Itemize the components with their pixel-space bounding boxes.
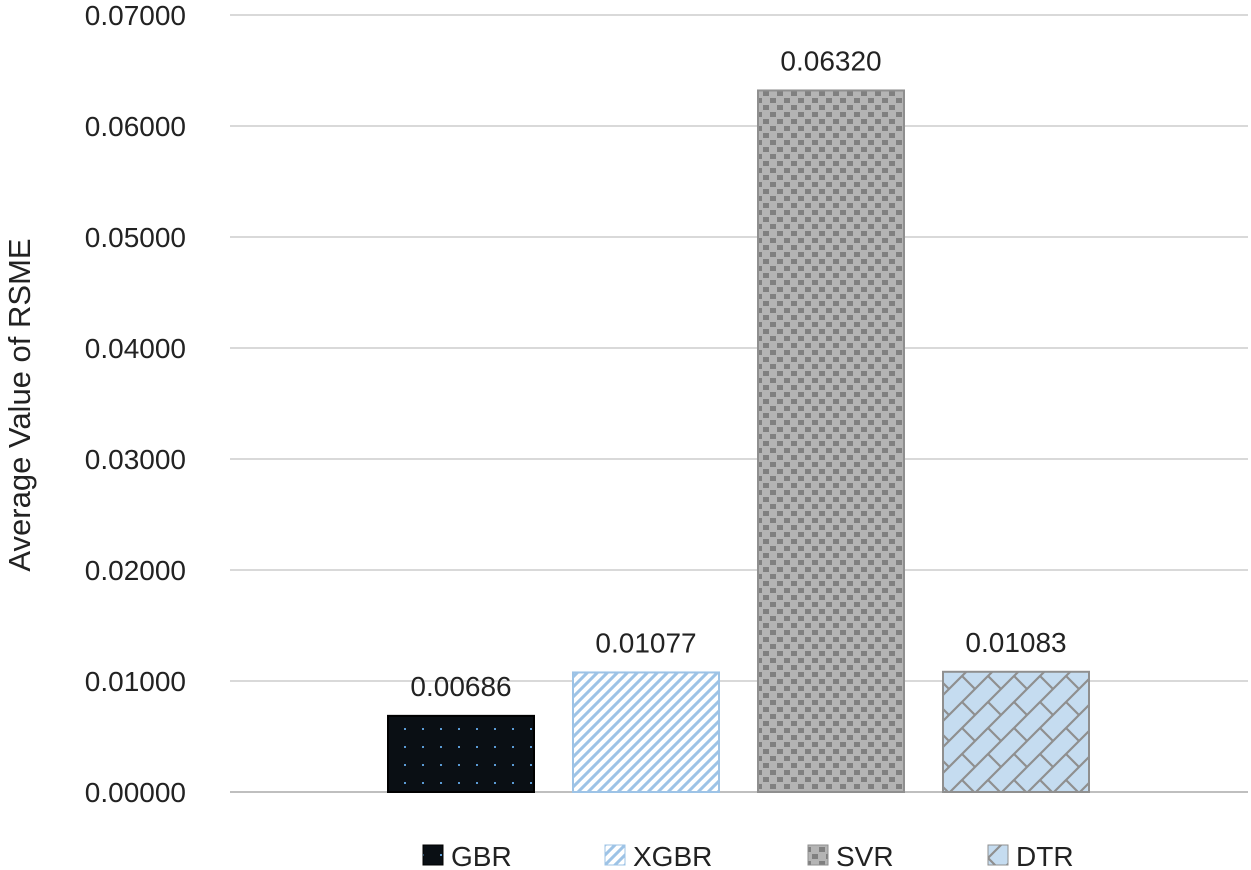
y-tick-label: 0.06000	[85, 111, 186, 142]
legend-label-gbr: GBR	[451, 841, 512, 870]
legend-swatch-svr	[807, 844, 829, 866]
y-axis-ticks: 0.00000 0.01000 0.02000 0.03000 0.04000 0.050…	[85, 0, 186, 808]
data-label-xgbr: 0.01077	[595, 627, 696, 658]
data-label-svr: 0.06320	[780, 45, 881, 76]
data-labels: 0.00686 0.01077 0.06320 0.01083	[410, 45, 1066, 701]
y-tick-label: 0.07000	[85, 0, 186, 31]
bar-svr	[757, 89, 905, 794]
legend-label-xgbr: XGBR	[633, 841, 712, 870]
y-tick-label: 0.03000	[85, 444, 186, 475]
legend-swatch-dtr	[987, 844, 1009, 866]
legend-label-dtr: DTR	[1016, 841, 1074, 870]
y-tick-label: 0.04000	[85, 333, 186, 364]
y-axis-label: Average Value of RSME	[2, 238, 37, 571]
y-tick-label: 0.01000	[85, 666, 186, 697]
data-label-gbr: 0.00686	[410, 671, 511, 702]
y-tick-label: 0.02000	[85, 555, 186, 586]
legend-swatch-xgbr	[604, 844, 626, 866]
legend: GBR XGBR SVR DTR	[422, 841, 1074, 870]
legend-label-svr: SVR	[836, 841, 894, 870]
bar-gbr	[387, 714, 535, 793]
data-label-dtr: 0.01083	[965, 627, 1066, 658]
legend-swatch-gbr	[422, 844, 444, 866]
bar-dtr	[942, 670, 1090, 793]
y-tick-label: 0.00000	[85, 777, 186, 808]
bar-xgbr	[572, 671, 720, 793]
gridlines	[230, 14, 1248, 793]
bars	[387, 89, 1090, 794]
y-tick-label: 0.05000	[85, 222, 186, 253]
